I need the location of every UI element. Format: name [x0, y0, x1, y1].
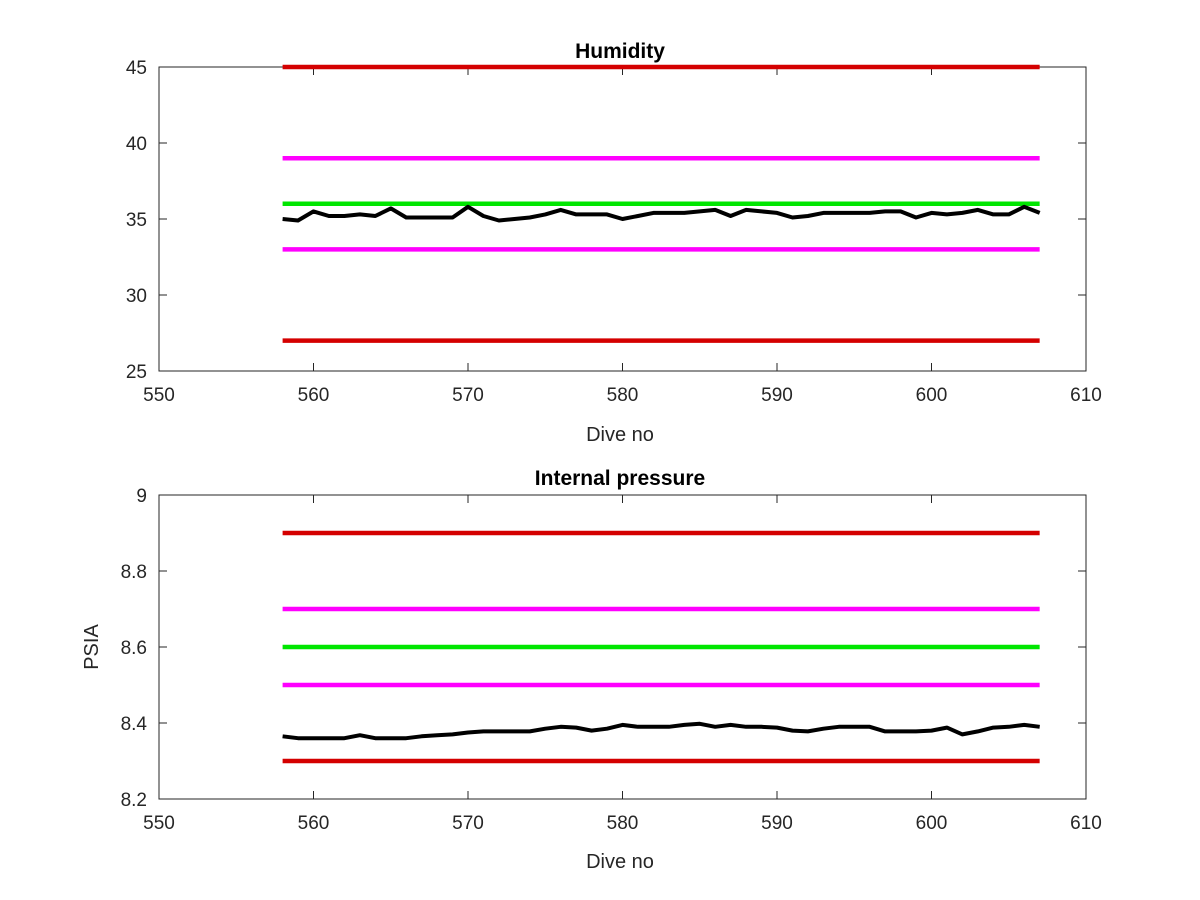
humidity-x-tick-label: 590 [761, 385, 793, 406]
humidity-chart: Humidity 550 560 570 580 590 600 610 25 30 35 40 45… [126, 40, 1102, 446]
humidity-x-tick-label: 610 [1070, 385, 1102, 406]
humidity-y-tick-label: 25 [126, 362, 147, 383]
internal-pressure-y-tick-label: 8.4 [121, 714, 148, 735]
humidity-x-tick-label: 550 [143, 385, 175, 406]
internal-pressure-x-tick-label: 560 [298, 813, 330, 834]
internal-pressure-y-axis-label: PSIA [81, 624, 103, 670]
internal-pressure-chart: Internal pressure 550 560 570 580 590 600 610 8… [81, 467, 1102, 873]
humidity-y-tick-label: 45 [126, 58, 147, 79]
internal-pressure-y-tick-label: 8.6 [121, 638, 147, 659]
humidity-x-tick-label: 600 [916, 385, 948, 406]
humidity-x-axis-label: Dive no [586, 424, 654, 446]
internal-pressure-x-tick-label: 610 [1070, 813, 1102, 834]
humidity-plot-area: 550 560 570 580 590 600 610 25 30 35 40 45 [126, 58, 1102, 406]
internal-pressure-data-series-line [282, 721, 1040, 741]
humidity-x-tick-label: 580 [607, 385, 639, 406]
internal-pressure-x-axis-label: Dive no [586, 851, 654, 873]
humidity-chart-title: Humidity [575, 40, 665, 63]
internal-pressure-x-tick-label: 570 [452, 813, 484, 834]
internal-pressure-chart-title: Internal pressure [535, 467, 705, 490]
internal-pressure-x-tick-label: 590 [761, 813, 793, 834]
internal-pressure-plot-area: 550 560 570 580 590 600 610 8.2 8.4 8.6 8.8 9 [121, 486, 1102, 834]
humidity-x-tick-label: 570 [452, 385, 484, 406]
internal-pressure-y-tick-label: 8.8 [121, 562, 147, 583]
humidity-y-tick-label: 40 [126, 134, 147, 155]
internal-pressure-x-tick-label: 580 [607, 813, 639, 834]
internal-pressure-y-tick-label: 9 [136, 486, 147, 507]
humidity-y-tick-label: 30 [126, 286, 147, 307]
internal-pressure-x-tick-label: 600 [916, 813, 948, 834]
internal-pressure-x-tick-label: 550 [143, 813, 175, 834]
humidity-data-series-line [282, 204, 1041, 223]
humidity-y-tick-label: 35 [126, 210, 147, 231]
internal-pressure-y-tick-label: 8.2 [121, 790, 147, 811]
humidity-x-tick-label: 560 [298, 385, 330, 406]
